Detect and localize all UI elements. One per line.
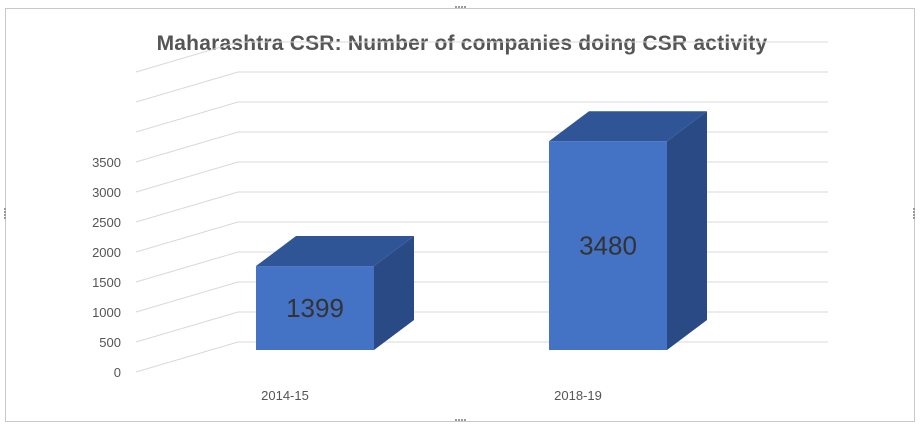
gridline	[135, 251, 828, 283]
data-label: 3480	[579, 231, 637, 261]
chart-frame	[5, 8, 915, 422]
gridline	[135, 131, 828, 163]
resize-handle-left[interactable]	[4, 208, 7, 220]
y-tick-label: 500	[99, 335, 121, 350]
y-tick-label: 1000	[92, 305, 121, 320]
x-tick-label: 2014-15	[261, 388, 309, 403]
gridline	[135, 281, 828, 313]
resize-handle-top[interactable]	[455, 6, 466, 11]
resize-handle-right[interactable]	[913, 208, 916, 220]
chart-title: Maharashtra CSR: Number of companies doi…	[156, 32, 768, 55]
bar-front-face	[549, 141, 667, 350]
gridline	[135, 191, 828, 223]
gridline	[135, 41, 828, 73]
gridlines	[135, 41, 828, 373]
gridline	[135, 161, 828, 193]
bars: 1399 3480	[256, 111, 707, 350]
bar-front-face	[256, 266, 374, 350]
y-tick-label: 0	[114, 365, 121, 380]
bar-top-face	[549, 111, 707, 142]
y-axis-tick-labels: 0 500 1000 1500 2000 2500 3000 3500	[92, 155, 121, 380]
y-tick-label: 2500	[92, 215, 121, 230]
gridline	[135, 341, 828, 373]
bar-top-face	[256, 236, 414, 267]
x-axis-tick-labels: 2014-15 2018-19	[261, 388, 602, 403]
bar: 1399	[256, 236, 414, 350]
gridline	[135, 221, 828, 253]
y-tick-label: 2000	[92, 245, 121, 260]
bar-side-face	[667, 111, 707, 350]
bar-side-face	[374, 236, 414, 350]
y-tick-label: 1500	[92, 275, 121, 290]
gridline	[135, 311, 828, 343]
y-tick-label: 3000	[92, 185, 121, 200]
gridline	[135, 101, 828, 133]
resize-handle-bottom[interactable]	[455, 419, 466, 424]
gridline	[135, 71, 828, 103]
data-label: 1399	[286, 293, 344, 323]
bar: 3480	[549, 111, 707, 350]
x-tick-label: 2018-19	[554, 388, 602, 403]
y-tick-label: 3500	[92, 155, 121, 170]
